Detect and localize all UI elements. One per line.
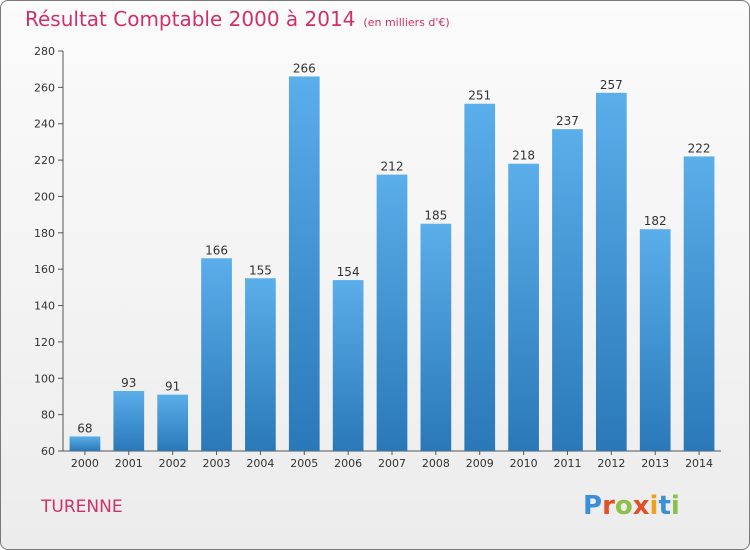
x-tick-label-2001: 2001 xyxy=(115,457,143,470)
x-tick-label-2010: 2010 xyxy=(510,457,538,470)
x-tick-label-2007: 2007 xyxy=(378,457,406,470)
chart-unit: (en milliers d'€) xyxy=(363,16,450,29)
bar-2013 xyxy=(639,229,671,451)
value-label-2005: 266 xyxy=(293,61,316,75)
x-tick-label-2014: 2014 xyxy=(685,457,713,470)
chart-title: Résultat Comptable 2000 à 2014 (en millie… xyxy=(25,7,450,31)
value-label-2007: 212 xyxy=(381,160,404,174)
value-label-2010: 218 xyxy=(512,149,535,163)
bar-2006 xyxy=(332,280,364,451)
y-tick-label: 200 xyxy=(34,190,55,203)
value-label-2002: 91 xyxy=(165,380,180,394)
x-tick-label-2003: 2003 xyxy=(203,457,231,470)
y-tick-label: 280 xyxy=(34,45,55,58)
bar-2001 xyxy=(113,391,145,451)
value-label-2011: 237 xyxy=(556,114,579,128)
logo-letter: x xyxy=(632,491,650,521)
value-label-2001: 93 xyxy=(121,376,136,390)
y-tick-label: 220 xyxy=(34,154,55,167)
x-tick-label-2004: 2004 xyxy=(246,457,274,470)
bar-2004 xyxy=(245,278,276,451)
bar-2008 xyxy=(420,223,452,451)
bar-2009 xyxy=(464,103,496,452)
y-tick-label: 100 xyxy=(34,372,55,385)
bar-2002 xyxy=(157,394,189,451)
logo-letter: i xyxy=(670,491,680,521)
chart-title-text: Résultat Comptable 2000 à 2014 xyxy=(25,7,356,31)
logo-letter: t xyxy=(658,491,671,521)
y-tick-label: 80 xyxy=(41,409,55,422)
value-label-2000: 68 xyxy=(77,421,92,435)
x-tick-label-2009: 2009 xyxy=(466,457,494,470)
bar-2012 xyxy=(595,92,627,452)
y-tick-label: 180 xyxy=(34,227,55,240)
value-label-2004: 155 xyxy=(249,263,272,277)
value-label-2012: 257 xyxy=(600,78,623,92)
bar-2010 xyxy=(508,163,539,451)
axes: 60 80 100 120 140 160 180 200 220 240 260 280 xyxy=(34,45,721,458)
bar-2011 xyxy=(552,129,583,451)
bar-2014 xyxy=(683,156,715,452)
x-tick-label-2000: 2000 xyxy=(71,457,99,470)
bar-2000 xyxy=(69,436,101,451)
y-tick-label: 240 xyxy=(34,118,55,131)
x-tick-label-2006: 2006 xyxy=(334,457,362,470)
x-tick-label-2002: 2002 xyxy=(159,457,187,470)
logo-letter: r xyxy=(602,491,615,521)
logo-letter: P xyxy=(583,491,603,521)
value-label-2014: 222 xyxy=(688,141,711,155)
proxiti-logo[interactable]: Proxiti xyxy=(583,491,680,521)
y-tick-label: 160 xyxy=(34,263,55,276)
logo-letter: o xyxy=(614,491,633,521)
labels: 2000 68 2001 93 2002 91 2003 166 2004 155 2005 266 2… xyxy=(71,61,713,470)
x-tick-label-2005: 2005 xyxy=(290,457,318,470)
x-tick-label-2008: 2008 xyxy=(422,457,450,470)
x-tick-label-2012: 2012 xyxy=(597,457,625,470)
y-tick-label: 60 xyxy=(41,445,55,458)
bars xyxy=(69,76,715,452)
bar-2007 xyxy=(376,174,408,452)
value-label-2009: 251 xyxy=(468,89,491,103)
value-label-2008: 185 xyxy=(424,209,447,223)
x-tick-label-2013: 2013 xyxy=(641,457,669,470)
bar-2005 xyxy=(288,76,320,452)
bar-2003 xyxy=(201,258,232,451)
y-tick-label: 120 xyxy=(34,336,55,349)
y-tick-label: 260 xyxy=(34,81,55,94)
value-label-2003: 166 xyxy=(205,243,228,257)
x-tick-label-2011: 2011 xyxy=(553,457,581,470)
value-label-2006: 154 xyxy=(337,265,360,279)
value-label-2013: 182 xyxy=(644,214,667,228)
y-tick-label: 140 xyxy=(34,300,55,313)
logo-letter: i xyxy=(649,491,659,521)
commune-name: TURENNE xyxy=(41,497,123,517)
